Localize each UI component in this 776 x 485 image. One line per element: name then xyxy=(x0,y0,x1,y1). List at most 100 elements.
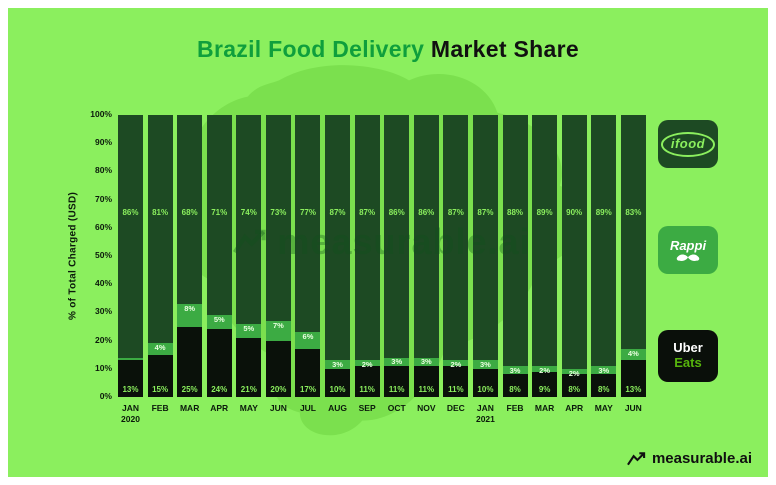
ifood-value-label: 86% xyxy=(122,207,139,217)
rappi-value-label: 3% xyxy=(598,365,610,375)
ifood-value-label: 89% xyxy=(595,207,612,217)
month-label: DEC xyxy=(446,403,465,413)
segment-uber-eats xyxy=(472,368,498,397)
x-axis-label-4: APR xyxy=(207,403,232,425)
segment-rappi xyxy=(532,366,558,372)
uber-value-label: 13% xyxy=(625,385,642,394)
month-label: NOV xyxy=(417,403,436,413)
x-axis-label-13: JAN 2021 xyxy=(473,403,498,425)
month-label: APR xyxy=(565,403,584,413)
stacked-bar-3: 68% 8% 25% xyxy=(177,115,203,397)
uber-value-label: 20% xyxy=(270,385,287,394)
segment-uber-eats xyxy=(236,337,262,397)
uber-value-label: 11% xyxy=(359,385,375,394)
month-label: JAN xyxy=(476,403,494,413)
rappi-value-label: 3% xyxy=(332,360,343,370)
uber-value-label: 17% xyxy=(299,385,316,394)
segment-uber-eats xyxy=(532,371,558,397)
y-tick-label: 0% xyxy=(99,391,112,401)
segment-rappi xyxy=(384,357,410,366)
segment-uber-eats xyxy=(354,365,380,397)
month-label: SEP xyxy=(358,403,376,413)
x-axis-labels: JAN 2020 FEB MAR APR MAY JUN JUL AUG SEP OCT NOV DEC… xyxy=(118,403,646,425)
ifood-value-label: 87% xyxy=(359,207,376,217)
title-rest: Market Share xyxy=(430,36,579,62)
legend-rappi-logo: Rappi xyxy=(658,226,718,274)
segment-rappi xyxy=(147,343,173,355)
month-label: AUG xyxy=(328,403,347,413)
month-label: MAR xyxy=(534,403,555,413)
segment-uber-eats xyxy=(384,365,410,397)
uber-value-label: 11% xyxy=(388,385,405,394)
rappi-value-label: 5% xyxy=(243,323,255,333)
watermark-text: measurable.ai xyxy=(277,221,531,262)
segment-uber-eats xyxy=(295,349,321,397)
brand-name: measurable.ai xyxy=(651,450,752,467)
line-chart-arrow-icon xyxy=(627,451,646,465)
stacked-bar-7: 77% 6% 17% xyxy=(295,115,321,397)
segment-uber-eats xyxy=(620,360,646,397)
x-axis-label-2: FEB xyxy=(148,403,173,425)
y-tick-label: 50% xyxy=(94,250,112,260)
segment-ifood xyxy=(384,115,410,358)
segment-uber-eats xyxy=(561,374,587,397)
ifood-value-label: 77% xyxy=(299,207,316,217)
ifood-logo-text: ifood xyxy=(660,131,716,157)
stacked-bar-10: 86% 3% 11% xyxy=(384,115,410,397)
ifood-value-label: 87% xyxy=(477,207,494,217)
segment-uber-eats xyxy=(591,374,617,397)
uber-value-label: 21% xyxy=(240,385,257,394)
rappi-value-label: 2% xyxy=(361,360,373,370)
segment-ifood xyxy=(532,115,558,366)
rappi-value-label: 4% xyxy=(154,343,166,353)
page-title: Brazil Food Delivery Market Share xyxy=(8,36,768,63)
y-tick-label: 80% xyxy=(94,165,112,176)
x-axis-label-3: MAR xyxy=(177,403,202,425)
x-axis-label-17: MAY xyxy=(591,403,616,425)
segment-rappi xyxy=(413,357,439,366)
ifood-value-label: 83% xyxy=(625,207,642,217)
y-tick-label: 70% xyxy=(94,193,112,204)
stacked-bar-17: 89% 3% 8% xyxy=(591,115,617,397)
y-tick-label: 90% xyxy=(94,137,112,148)
x-axis-label-6: JUN xyxy=(266,403,291,425)
x-axis-label-15: MAR xyxy=(532,403,557,425)
uber-value-label: 8% xyxy=(568,385,580,394)
segment-uber-eats xyxy=(177,326,203,397)
segment-ifood xyxy=(295,115,321,333)
segment-ifood xyxy=(236,115,262,324)
rappi-value-label: 6% xyxy=(302,332,314,342)
uber-value-label: 8% xyxy=(509,385,521,394)
segment-rappi xyxy=(177,303,203,327)
stacked-bar-11: 86% 3% 11% xyxy=(413,115,439,397)
segment-ifood xyxy=(591,115,617,366)
segment-rappi xyxy=(236,323,262,338)
stacked-bar-13: 87% 3% 10% xyxy=(472,115,498,397)
segment-uber-eats xyxy=(325,368,351,397)
rappi-value-label: 7% xyxy=(272,320,284,330)
rappi-value-label: 3% xyxy=(509,365,521,375)
stacked-bar-14: 88% 3% 8% xyxy=(502,115,528,397)
month-label: JUL xyxy=(299,403,316,413)
rappi-value-label: 3% xyxy=(420,357,432,367)
ifood-value-label: 90% xyxy=(566,207,583,217)
x-axis-label-9: SEP xyxy=(355,403,380,425)
month-label: JUN xyxy=(269,403,287,413)
title-highlight: Brazil Food Delivery xyxy=(197,36,425,62)
x-axis-label-14: FEB xyxy=(503,403,528,425)
x-axis-label-10: OCT xyxy=(384,403,409,425)
segment-rappi xyxy=(354,360,380,366)
ifood-value-label: 86% xyxy=(418,207,435,217)
month-label: MAR xyxy=(179,403,200,413)
stacked-bar-15: 89% 2% 9% xyxy=(532,115,558,397)
stacked-bar-2: 81% 4% 15% xyxy=(147,115,173,397)
segment-rappi xyxy=(206,315,232,330)
uber-value-label: 10% xyxy=(477,385,494,394)
year-label: 2021 xyxy=(475,414,495,425)
uber-value-label: 11% xyxy=(418,385,435,394)
ifood-value-label: 71% xyxy=(211,207,228,217)
segment-rappi xyxy=(561,368,587,375)
segment-ifood xyxy=(443,115,469,361)
segment-uber-eats xyxy=(443,365,469,397)
uber-value-label: 8% xyxy=(597,385,610,394)
